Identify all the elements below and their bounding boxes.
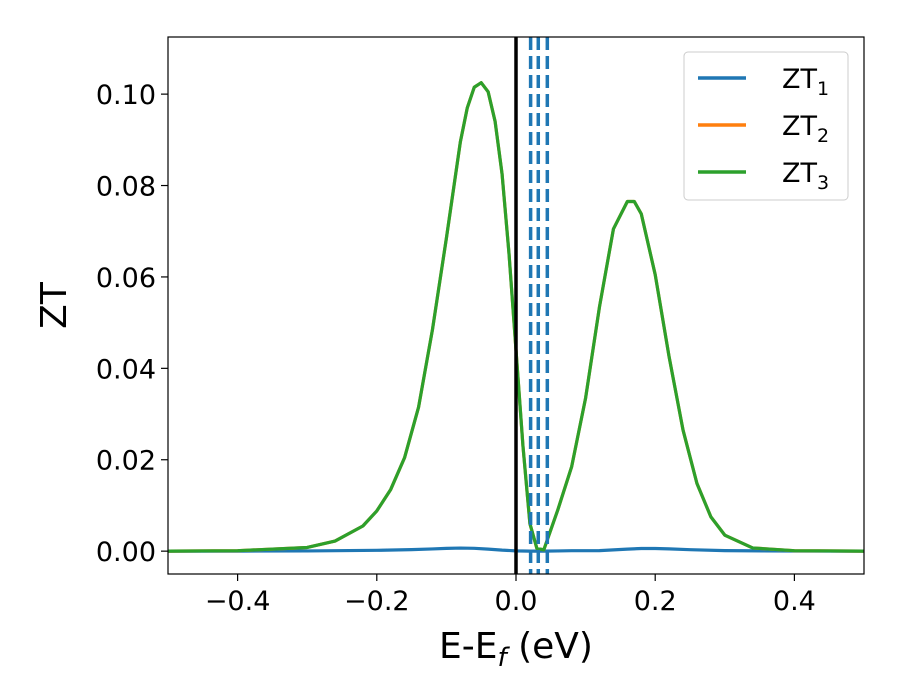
- plot-area: [168, 37, 864, 574]
- series-layer: [168, 81, 864, 553]
- x-axis-label-unit: (eV): [507, 626, 593, 667]
- y-tick-label: 0.02: [96, 446, 156, 477]
- y-axis-label: ZT: [34, 281, 75, 329]
- x-axis-label-main: E-E: [439, 626, 497, 667]
- y-tick-label: 0.04: [96, 354, 156, 385]
- x-axis-ticks: −0.4 −0.2 0.0 0.2 0.4: [205, 574, 816, 617]
- y-tick-label: 0.06: [96, 263, 156, 294]
- legend: ZT1 ZT2 ZT3: [683, 51, 849, 201]
- legend-label-zt1: ZT1: [782, 64, 829, 100]
- y-tick-label: 0.10: [96, 80, 156, 111]
- x-tick-label: 0.2: [634, 586, 677, 617]
- x-tick-label: −0.2: [344, 586, 410, 617]
- legend-label-zt2: ZT2: [782, 111, 829, 147]
- x-tick-label: −0.4: [205, 586, 271, 617]
- series-line-zt3: [168, 81, 864, 553]
- y-tick-label: 0.00: [96, 537, 156, 568]
- x-tick-label: 0.4: [773, 586, 816, 617]
- x-tick-label: 0.0: [495, 586, 538, 617]
- x-axis-label: E-Ef (eV): [439, 626, 593, 673]
- y-axis-ticks: 0.00 0.02 0.04 0.06 0.08 0.10: [96, 80, 168, 568]
- vertical-lines: [514, 37, 550, 574]
- legend-box: [683, 51, 849, 201]
- y-tick-label: 0.08: [96, 172, 156, 203]
- legend-label-zt3: ZT3: [782, 158, 829, 194]
